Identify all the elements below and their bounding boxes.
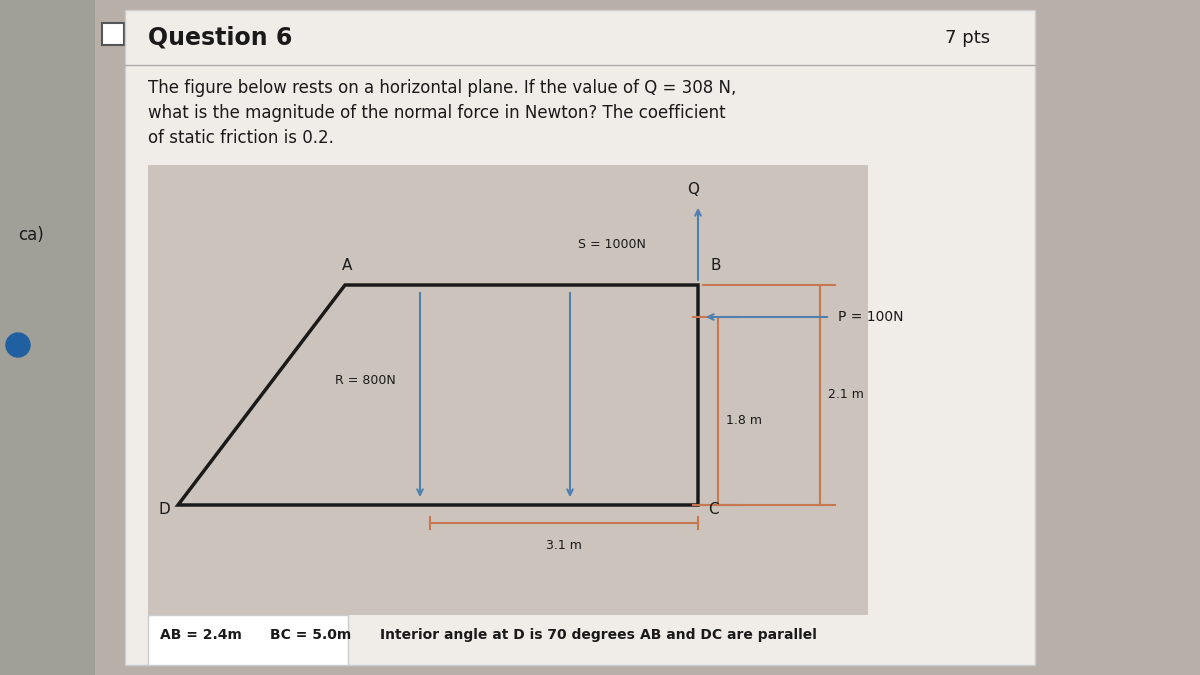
Text: Q: Q [686,182,698,197]
Text: what is the magnitude of the normal force in Newton? The coefficient: what is the magnitude of the normal forc… [148,104,726,122]
Text: 1: 1 [13,338,23,352]
Text: AB and DC are parallel: AB and DC are parallel [640,628,817,642]
Text: 3.1 m: 3.1 m [546,539,582,552]
Text: C: C [708,502,719,518]
Text: 7 pts: 7 pts [944,29,990,47]
Text: BC = 5.0m: BC = 5.0m [270,628,352,642]
Polygon shape [178,285,698,505]
Text: Interior angle at D is 70 degrees: Interior angle at D is 70 degrees [380,628,635,642]
Text: 1.8 m: 1.8 m [726,414,762,427]
Text: S = 1000N: S = 1000N [578,238,646,252]
Bar [0,0,95,675]
Text: A: A [342,258,352,273]
Text: ca): ca) [18,226,43,244]
Text: Question 6: Question 6 [148,26,293,50]
Text: AB = 2.4m: AB = 2.4m [160,628,242,642]
Text: R = 800N: R = 800N [335,373,395,387]
Text: The figure below rests on a horizontal plane. If the value of Q = 308 N,: The figure below rests on a horizontal p… [148,79,737,97]
Bar [148,615,348,665]
Bar [125,10,1034,665]
Bar [102,23,124,45]
Text: D: D [158,502,170,518]
Text: of static friction is 0.2.: of static friction is 0.2. [148,129,334,147]
Text: P = 100N: P = 100N [838,310,904,324]
Text: 2.1 m: 2.1 m [828,389,864,402]
Bar [148,165,868,615]
Text: B: B [710,258,720,273]
Circle shape [6,333,30,357]
